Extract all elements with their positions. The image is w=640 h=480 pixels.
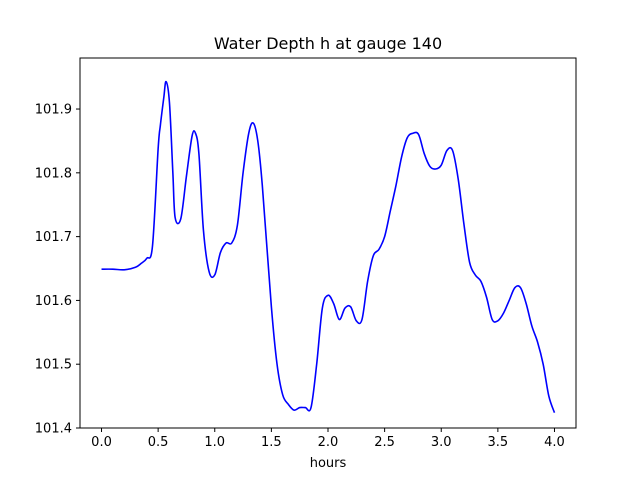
series-line-water-depth: [101, 80, 556, 413]
y-tick-label: 101.8: [35, 166, 72, 181]
x-axis-label: hours: [310, 456, 347, 471]
y-tick-label: 101.9: [35, 103, 72, 118]
x-tick-label: 3.5: [488, 435, 509, 450]
x-tick-label: 3.0: [431, 435, 452, 450]
x-tick-label: 2.0: [318, 435, 339, 450]
y-axis: 101.4 101.5 101.6 101.7 101.8 101.9: [35, 103, 80, 437]
chart-title: Water Depth h at gauge 140: [214, 34, 442, 53]
y-tick-label: 101.6: [35, 294, 72, 309]
y-tick-label: 101.5: [35, 358, 72, 373]
y-tick-label: 101.4: [35, 422, 72, 437]
x-tick-label: 0.5: [148, 435, 169, 450]
x-tick-label: 0.0: [91, 435, 112, 450]
x-tick-label: 2.5: [374, 435, 395, 450]
x-tick-label: 1.0: [204, 435, 225, 450]
x-tick-label: 4.0: [544, 435, 565, 450]
series-layer: [101, 80, 556, 413]
plot-area: [80, 58, 576, 428]
plot-frame: [79, 57, 577, 429]
x-axis: 0.0 0.5 1.0 1.5 2.0 2.5 3.0 3.5 4.0: [91, 428, 565, 450]
y-tick-label: 101.7: [35, 230, 72, 245]
x-tick-label: 1.5: [261, 435, 282, 450]
